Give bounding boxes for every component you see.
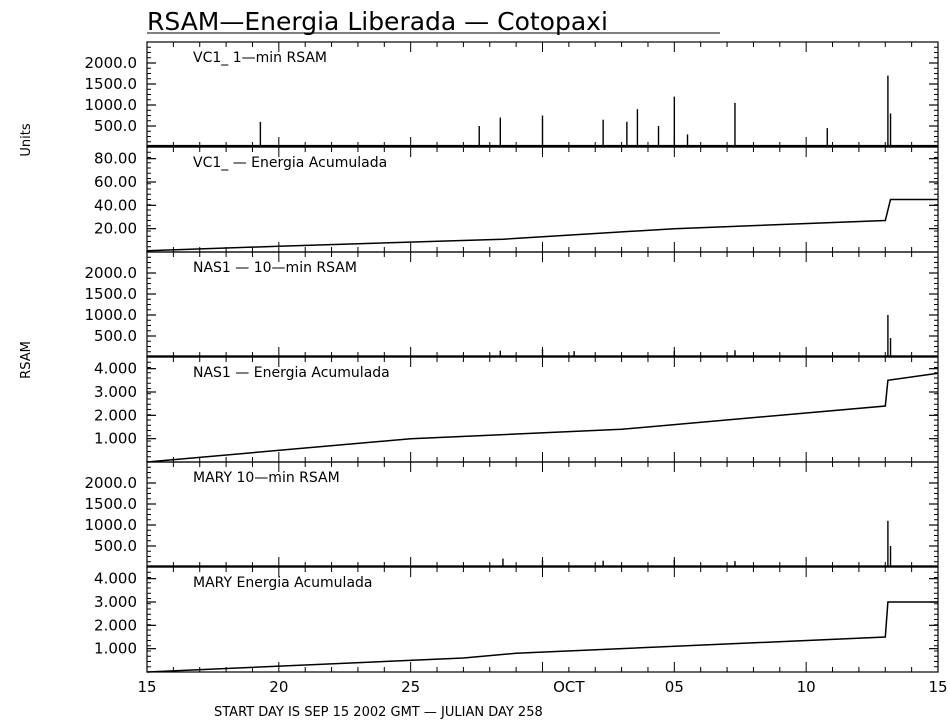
y-tick-label: 4.000 [94,360,137,378]
cumulative-energy-line [146,372,939,463]
y-tick-label: 20.00 [94,220,137,238]
panel-label: MARY 10—min RSAM [193,470,340,486]
y-tick-label: 1000.0 [85,516,138,534]
x-tick-label: OCT [553,678,585,696]
y-tick-label: 60.00 [94,173,137,191]
y-tick-label: 1500.0 [85,285,138,303]
panel-2: 80.00 60.00 40.00 20.00 VC1_ — Energia Acumu… [94,146,939,253]
panel-label: NAS1 — 10—min RSAM [193,260,357,276]
side-label-rsam: RSAM [19,341,34,379]
y-tick-label: 1000.0 [85,96,138,114]
panel-4: 4.000 3.000 2.000 1.000 NAS1 — Energia Acumu… [94,356,939,463]
y-tick-label: 500.0 [94,537,137,555]
x-tick-label: 25 [401,678,420,696]
panel-label: NAS1 — Energia Acumulada [193,365,390,381]
panel-label: MARY Energia Acumulada [193,575,372,591]
y-tick-label: 500.0 [94,327,137,345]
panel-6: 4.000 3.000 2.000 1.000 MARY Energia Acumula… [94,566,939,673]
y-tick-label: 2.000 [94,406,137,424]
y-tick-label: 2.000 [94,616,137,634]
panels-group: 2000.0 1500.0 1000.0 500.0 VC1_ 1—min RSAM 80… [85,41,939,673]
x-tick-label: 20 [269,678,288,696]
panel-3: 2000.0 1500.0 1000.0 500.0 NAS1 — 10—min RSA… [85,251,939,358]
y-tick-label: 3.000 [94,383,137,401]
chart-title: RSAM—Energia Liberada — Cotopaxi [147,7,608,36]
x-tick-label: 15 [137,678,156,696]
side-label-units: Units [19,123,34,156]
panel-label: VC1_ — Energia Acumulada [193,155,387,171]
cumulative-energy-line [146,198,938,252]
panel-5: 2000.0 1500.0 1000.0 500.0 MARY 10—min RSAM [85,461,939,568]
x-tick-label: 15 [928,678,947,696]
y-tick-label: 1.000 [94,430,137,448]
y-tick-label: 80.00 [94,150,137,168]
x-tick-label: 10 [797,678,816,696]
y-tick-label: 2000.0 [85,474,138,492]
start-day-footer: START DAY IS SEP 15 2002 GMT — JULIAN DA… [214,705,543,720]
y-tick-label: 500.0 [94,117,137,135]
panel-label: VC1_ 1—min RSAM [193,50,327,66]
y-tick-label: 1.000 [94,640,137,658]
y-tick-label: 2000.0 [85,264,138,282]
x-axis: 15 20 25 OCT 05 10 15 [137,678,947,696]
y-tick-label: 3.000 [94,593,137,611]
y-tick-label: 40.00 [94,196,137,214]
y-tick-label: 1500.0 [85,495,138,513]
y-tick-label: 1500.0 [85,75,138,93]
x-tick-label: 05 [665,678,684,696]
y-tick-label: 1000.0 [85,306,138,324]
panel-1: 2000.0 1500.0 1000.0 500.0 VC1_ 1—min RSAM [85,41,939,148]
cumulative-energy-line [146,601,938,673]
y-tick-label: 2000.0 [85,54,138,72]
y-tick-label: 4.000 [94,570,137,588]
